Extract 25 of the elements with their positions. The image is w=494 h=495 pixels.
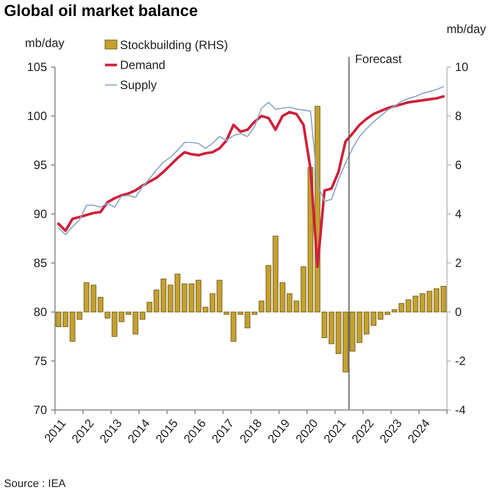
y2-axis-title: mb/day xyxy=(446,22,486,36)
y2-tick-label: 0 xyxy=(455,305,462,320)
line-series xyxy=(57,95,445,268)
y2-tick-label: 8 xyxy=(455,109,462,124)
y2-tick-label: 6 xyxy=(455,158,462,172)
y2-tick-label: 2 xyxy=(455,256,462,270)
y-tick-label: 75 xyxy=(34,354,48,368)
legend-label: Stockbuilding (RHS) xyxy=(120,38,228,52)
y2-tick-label: 4 xyxy=(455,207,462,222)
ref-line-label: Forecast xyxy=(355,52,402,66)
legend-label: Supply xyxy=(120,78,157,92)
y-tick-label: 80 xyxy=(34,305,48,320)
y-tick-label: 85 xyxy=(34,256,48,270)
y2-tick-label: 10 xyxy=(455,60,469,74)
y-tick-label: 105 xyxy=(26,60,48,74)
y-tick-label: 100 xyxy=(26,109,48,124)
y2-tick-label: -2 xyxy=(455,354,466,368)
source-note: Source : IEA xyxy=(4,478,66,490)
legend-label: Demand xyxy=(120,58,166,72)
y-tick-label: 90 xyxy=(34,207,48,222)
y-tick-label: 70 xyxy=(34,403,48,418)
chart-title: Global oil market balance xyxy=(4,3,198,20)
y-axis-title: mb/day xyxy=(25,36,64,50)
y-tick-label: 95 xyxy=(34,158,48,172)
y2-tick-label: -4 xyxy=(455,403,466,418)
